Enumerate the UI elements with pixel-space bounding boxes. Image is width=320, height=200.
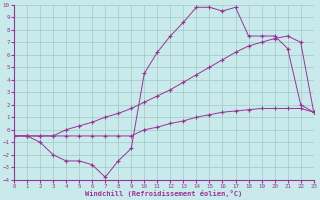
X-axis label: Windchill (Refroidissement éolien,°C): Windchill (Refroidissement éolien,°C) — [85, 190, 243, 197]
